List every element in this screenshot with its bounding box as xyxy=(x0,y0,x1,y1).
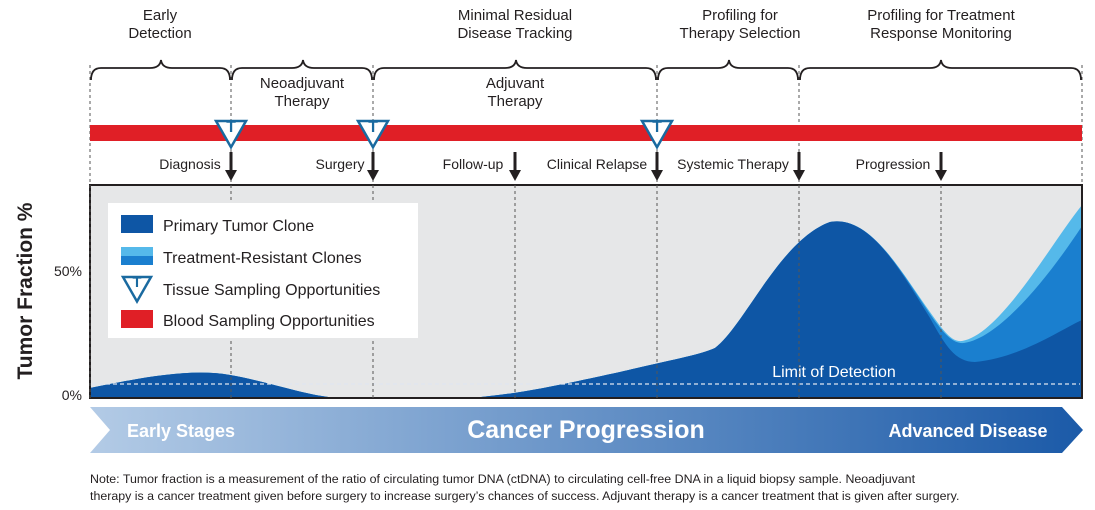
note-line: therapy is a cancer treatment given befo… xyxy=(90,489,959,503)
blood-sampling-bar xyxy=(90,125,1082,141)
brace xyxy=(90,59,231,81)
event-label: Clinical Relapse xyxy=(547,156,648,172)
event-arrow-head xyxy=(935,170,947,181)
primary-tumor-clone xyxy=(90,221,1082,398)
tissue-marker xyxy=(213,119,249,150)
event-label: Follow-up xyxy=(443,156,504,172)
event-arrow-head xyxy=(651,170,663,181)
therapy-label: Neoadjuvant Therapy xyxy=(260,75,345,110)
phase-label: Profiling for Treatment Response Monitori… xyxy=(867,7,1015,42)
event-arrow-head xyxy=(509,170,521,181)
legend-swatch xyxy=(121,247,153,256)
note-line: Note: Tumor fraction is a measurement of… xyxy=(90,472,916,486)
y-axis-label: Tumor Fraction % xyxy=(14,202,37,379)
tissue-marker xyxy=(639,119,675,150)
tissue-marker-label: T xyxy=(133,275,142,291)
event-label: Diagnosis xyxy=(159,156,220,172)
event-label: Systemic Therapy xyxy=(677,156,789,172)
legend-label: Treatment-Resistant Clones xyxy=(163,250,362,267)
tissue-marker xyxy=(120,275,154,305)
brace xyxy=(799,59,1082,81)
tissue-marker-label: T xyxy=(368,119,378,136)
event-arrow-head xyxy=(793,170,805,181)
braces xyxy=(90,59,1082,81)
brace xyxy=(373,59,657,81)
legend-label: Primary Tumor Clone xyxy=(163,218,314,235)
banner-left: Early Stages xyxy=(127,421,235,441)
event-label: Progression xyxy=(856,156,931,172)
event-label: Surgery xyxy=(315,156,364,172)
tissue-marker-label: T xyxy=(226,119,236,136)
event-arrow-head xyxy=(225,170,237,181)
y-tick-label: 50% xyxy=(54,263,82,279)
brace xyxy=(231,59,373,81)
legend-box xyxy=(108,203,418,338)
detection-limit-label: Limit of Detection xyxy=(772,364,896,381)
event-arrow-head xyxy=(367,170,379,181)
banner-right: Advanced Disease xyxy=(888,421,1047,441)
legend-swatch xyxy=(121,256,153,265)
legend-swatch xyxy=(121,215,153,233)
phase-label: Minimal Residual Disease Tracking xyxy=(457,7,572,42)
legend-label: Blood Sampling Opportunities xyxy=(163,313,375,330)
therapy-label: Adjuvant Therapy xyxy=(486,75,545,110)
legend-label: Tissue Sampling Opportunities xyxy=(163,282,380,299)
progression-banner xyxy=(90,407,1083,453)
brace xyxy=(657,59,799,81)
y-tick-label: 0% xyxy=(62,387,82,403)
banner-center: Cancer Progression xyxy=(467,416,705,444)
tissue-marker-label: T xyxy=(652,119,662,136)
plot-border xyxy=(89,184,1083,399)
phase-label: Early Detection xyxy=(128,7,191,42)
legend-swatch xyxy=(121,310,153,328)
phase-label: Profiling for Therapy Selection xyxy=(680,7,801,42)
tissue-marker xyxy=(355,119,391,150)
